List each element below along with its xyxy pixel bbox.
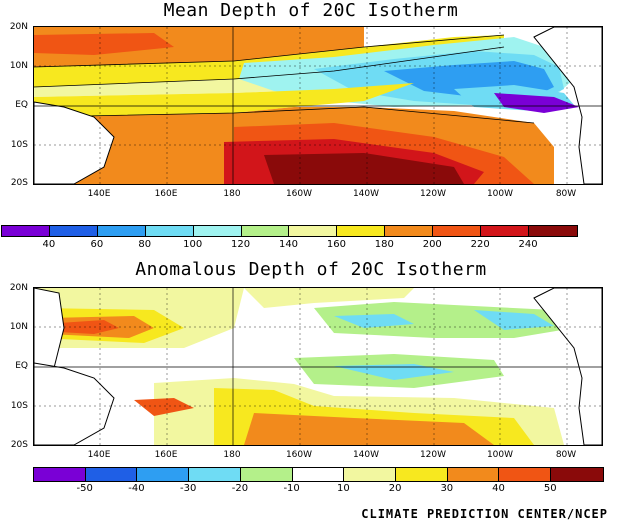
colorbar-label: -30 [180,483,197,494]
colorbar-swatch [396,468,448,481]
map2-lon-160e: 160E [154,450,178,460]
colorbar-swatch [145,226,194,236]
colorbar-label: -50 [76,483,93,494]
colorbar-label: 80 [138,239,152,250]
map2-lon-180: 180 [223,450,241,460]
map1-lon-180: 180 [223,189,241,199]
colorbar-swatch [34,468,86,481]
colorbar-label: 120 [231,239,251,250]
colorbar-swatch [292,468,345,481]
map1-lat-20n: 20N [9,22,28,32]
map2-lon-100w: 100W [486,450,514,460]
colorbar-swatch [241,226,290,236]
map2-lat-eq: EQ [15,361,28,371]
colorbar-swatch [240,468,293,481]
mean-depth-map [33,26,603,185]
colorbar-swatch [433,226,482,236]
map1-lon-160e: 160E [154,189,178,199]
map1-lat-10n: 10N [9,61,28,71]
credit-label: CLIMATE PREDICTION CENTER/NCEP [361,507,608,521]
colorbar-label: 40 [42,239,56,250]
colorbar-label: 140 [278,239,299,250]
map1-lon-80w: 80W [555,189,577,199]
colorbar-swatch [49,226,98,236]
map1-lon-100w: 100W [486,189,514,199]
map1-lon-140w: 140W [352,189,380,199]
map2-lon-80w: 80W [555,450,577,460]
colorbar-swatch [385,226,434,236]
colorbar-label: 220 [470,239,490,250]
colorbar-label: -10 [283,483,300,494]
map1-lat-10s: 10S [10,140,28,150]
colorbar-label: 50 [543,483,557,494]
map1-lat-eq: EQ [15,100,28,110]
map2-lon-140w: 140W [352,450,380,460]
map2-lat-10s: 10S [10,401,28,411]
colorbar-swatch [137,468,190,481]
colorbar-swatch [193,226,242,236]
map1-lon-160w: 160W [285,189,313,199]
colorbar-swatch [97,226,146,236]
colorbar-label: 40 [492,483,505,494]
map1-lat-20s: 20S [10,178,28,188]
colorbar-label: 240 [518,239,538,250]
colorbar-swatch [528,226,577,236]
colorbar-label: -40 [128,483,145,494]
colorbar-swatch [189,468,241,481]
colorbar-swatch [551,468,603,481]
anomaly-depth-map [33,287,603,446]
colorbar-label: 10 [336,483,350,494]
colorbar-swatch [481,226,529,236]
colorbar-swatch [2,226,50,236]
colorbar-label: -20 [231,483,249,494]
anomaly-depth-colorbar [33,467,604,482]
colorbar-label: 20 [388,483,402,494]
colorbar-label: 60 [90,239,104,250]
colorbar-swatch [344,468,397,481]
colorbar-label: 180 [374,239,394,250]
colorbar-swatch [499,468,552,481]
map2-lat-20s: 20S [10,440,28,450]
map2-lon-160w: 160W [285,450,313,460]
mean-depth-title: Mean Depth of 20C Isotherm [163,0,459,21]
map2-lat-20n: 20N [9,283,28,293]
colorbar-label: 160 [326,239,346,250]
mean-depth-colorbar [1,225,578,237]
anomaly-depth-title: Anomalous Depth of 20C Isotherm [135,259,487,280]
colorbar-label: 30 [440,483,454,494]
colorbar-label: 200 [422,239,442,250]
colorbar-swatch [85,468,138,481]
map2-lat-10n: 10N [9,322,28,332]
map1-lon-120w: 120W [419,189,447,199]
colorbar-swatch [289,226,338,236]
colorbar-swatch [337,226,386,236]
map2-lon-120w: 120W [419,450,447,460]
colorbar-swatch [447,468,500,481]
map1-lon-140e: 140E [87,189,111,199]
colorbar-label: 100 [183,239,203,250]
map2-lon-140e: 140E [87,450,111,460]
